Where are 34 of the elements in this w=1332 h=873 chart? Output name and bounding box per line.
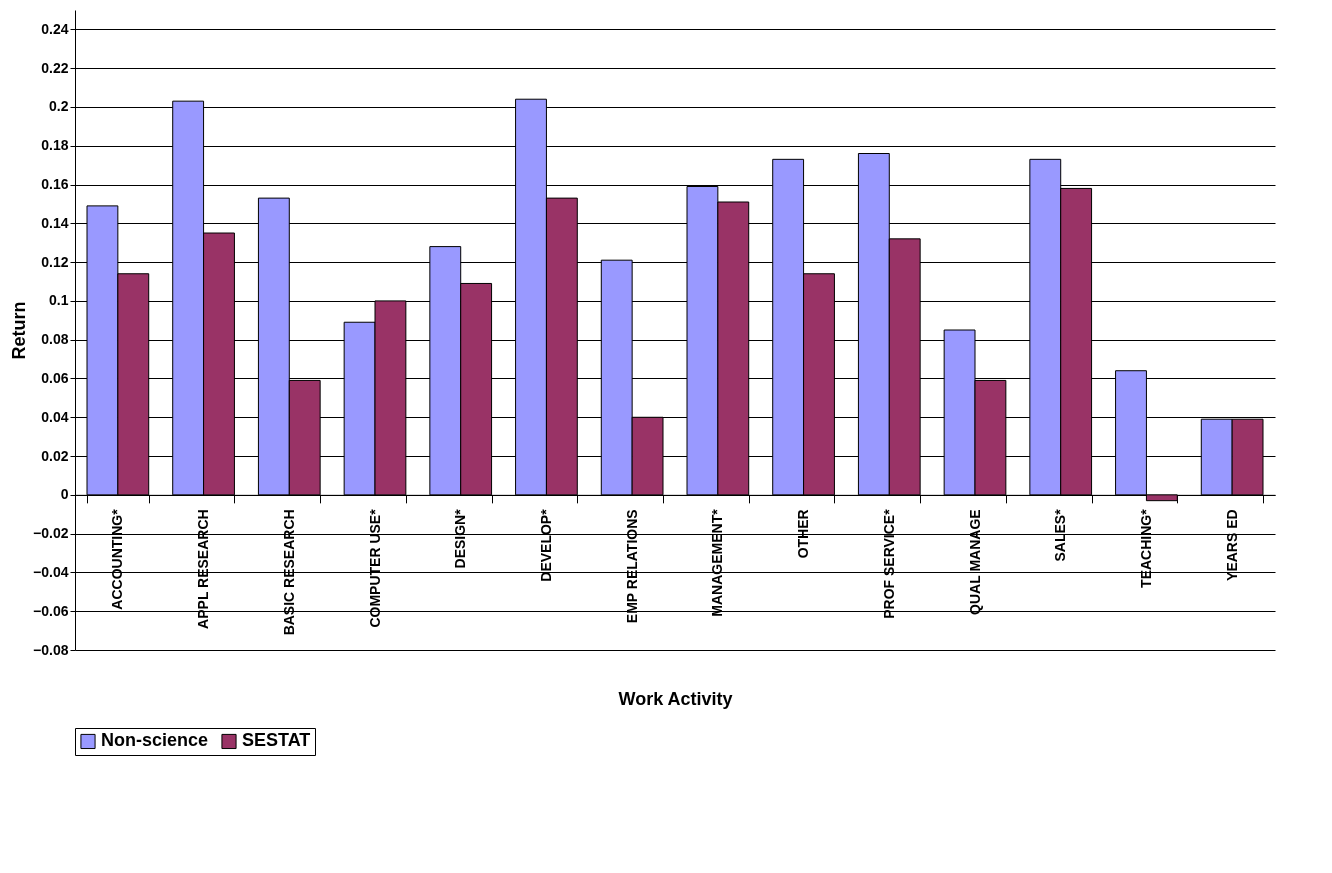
y-tick-label: −0.06 — [33, 602, 69, 619]
y-tick-label: −0.04 — [33, 563, 69, 580]
x-tick-label: COMPUTER USE* — [366, 508, 383, 628]
y-tick-label: 0 — [60, 486, 69, 503]
y-tick-label: −0.08 — [33, 641, 69, 658]
x-tick-label: BASIC RESEARCH — [280, 509, 297, 636]
x-tick-label: TEACHING* — [1137, 508, 1154, 588]
x-tick-label: SALES* — [1052, 508, 1069, 562]
legend-label: Non-science — [101, 730, 209, 751]
y-tick-label: 0.1 — [49, 292, 69, 309]
y-tick-label: −0.02 — [33, 525, 69, 542]
y-tick-label: 0.24 — [41, 20, 69, 37]
x-tick-label: ACCOUNTING* — [109, 508, 126, 610]
y-tick-label: 0.2 — [49, 98, 69, 115]
x-tick-label: DEVELOP* — [537, 508, 554, 582]
y-tick-label: 0.12 — [41, 253, 69, 270]
y-tick-label: 0.18 — [41, 137, 69, 154]
x-tick-label: YEARS ED — [1223, 509, 1240, 581]
y-tick-label: 0.14 — [41, 214, 69, 231]
y-tick-label: 0.16 — [41, 176, 69, 193]
y-tick-label: 0.06 — [41, 369, 69, 386]
y-tick-label: 0.08 — [41, 331, 69, 348]
legend-label: SESTAT — [242, 730, 311, 751]
x-tick-label: DESIGN* — [452, 508, 469, 569]
x-tick-label: QUAL MANAGE — [966, 509, 983, 615]
x-axis-title: Work Activity — [618, 688, 733, 709]
y-tick-label: 0.04 — [41, 408, 69, 425]
x-tick-label: APPL RESEARCH — [195, 509, 212, 629]
x-tick-label: OTHER — [795, 509, 812, 559]
y-tick-label: 0.02 — [41, 447, 69, 464]
x-tick-label: MANAGEMENT* — [709, 508, 726, 617]
y-tick-label: 0.22 — [41, 59, 69, 76]
y-axis-title: Return — [9, 301, 30, 360]
x-tick-label: PROF SERVICE* — [880, 508, 897, 619]
